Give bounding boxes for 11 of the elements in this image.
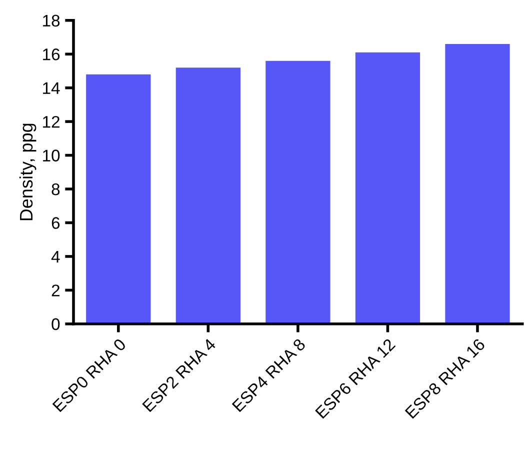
y-tick-label: 2 bbox=[52, 284, 60, 296]
y-tick-label: 14 bbox=[43, 82, 60, 94]
y-tick-label: 10 bbox=[43, 150, 60, 162]
y-axis-title: Density, ppg bbox=[19, 124, 36, 220]
y-tick-label: 12 bbox=[43, 116, 60, 128]
y-tick-label: 18 bbox=[43, 14, 60, 27]
y-tick-label: 6 bbox=[52, 217, 60, 229]
y-tick-label: 16 bbox=[43, 48, 60, 60]
y-tick-label: 4 bbox=[51, 251, 60, 262]
y-tick-label: 8 bbox=[52, 183, 60, 196]
y-tick-label: 0 bbox=[52, 318, 60, 330]
